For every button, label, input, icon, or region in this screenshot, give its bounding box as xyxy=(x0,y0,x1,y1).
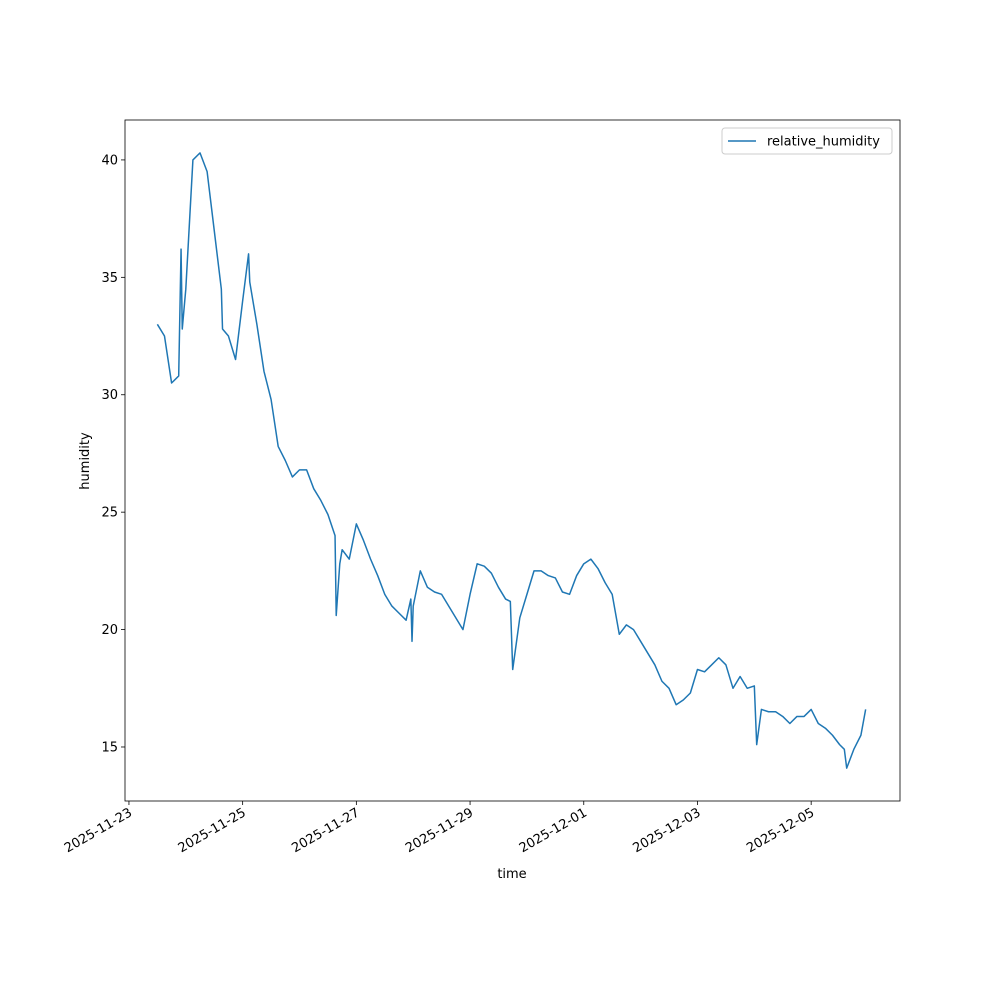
y-tick-label: 25 xyxy=(101,506,118,521)
y-tick-label: 20 xyxy=(101,623,118,638)
line xyxy=(156,152,867,769)
legend-label: relative_humidity xyxy=(767,135,880,150)
legend-box xyxy=(721,127,893,155)
x-axis-label: time xyxy=(497,867,526,882)
y-axis-label: humidity xyxy=(78,432,93,490)
y-tick-label: 30 xyxy=(101,388,118,403)
plot-frame xyxy=(124,119,901,802)
y-tick-label: 35 xyxy=(101,271,118,286)
y-tick-label: 15 xyxy=(101,740,118,755)
y-tick-label: 40 xyxy=(101,153,118,168)
